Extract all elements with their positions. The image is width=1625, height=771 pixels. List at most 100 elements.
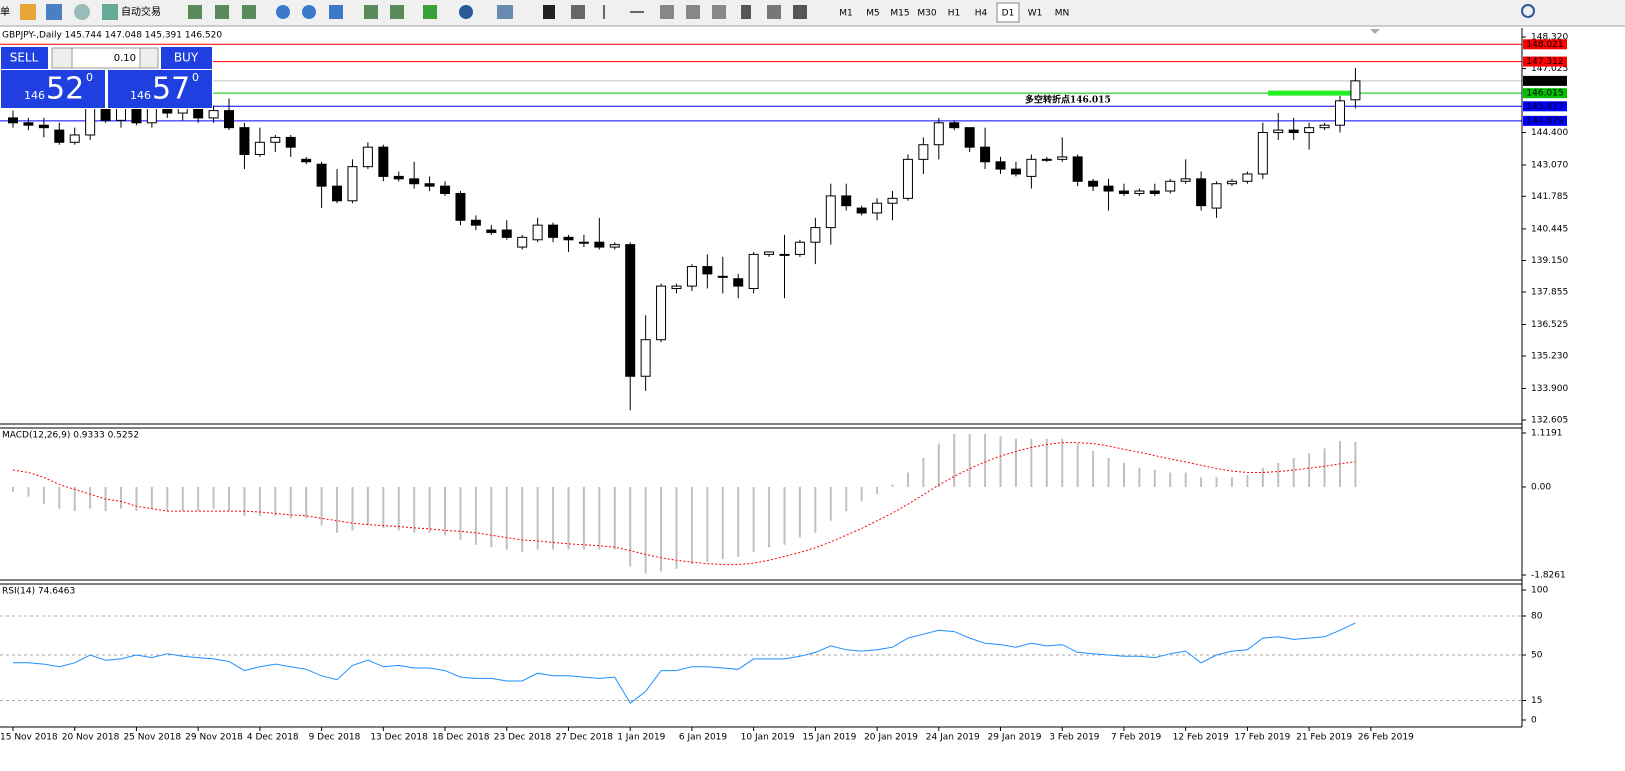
timeframe-button[interactable]: W1	[1028, 9, 1043, 19]
icon[interactable]	[686, 5, 700, 19]
candle-body	[1350, 80, 1361, 101]
buy-price-pips[interactable]: 57	[152, 72, 190, 107]
icon[interactable]	[767, 5, 781, 19]
sell-price-box[interactable]	[1, 70, 105, 108]
candle-body	[594, 241, 605, 248]
x-tick-label: 21 Feb 2019	[1296, 733, 1352, 743]
icon[interactable]	[102, 4, 118, 20]
candle-body	[301, 158, 312, 163]
icon[interactable]	[603, 5, 605, 19]
icon[interactable]	[497, 5, 513, 19]
candle-body	[455, 192, 466, 221]
lot-value[interactable]: 0.10	[114, 53, 136, 64]
timeframe-button[interactable]: D1	[1002, 9, 1015, 19]
sell-button[interactable]	[1, 47, 48, 69]
icon[interactable]	[459, 5, 473, 19]
icon[interactable]	[302, 5, 316, 19]
search-icon[interactable]	[1521, 4, 1535, 18]
candle-body	[316, 163, 327, 187]
timeframe-button[interactable]: M30	[917, 9, 936, 19]
one-click-trading: SELL 0.10 BUY 146 52 0 146 57 0	[0, 46, 213, 109]
candle-body	[1103, 185, 1114, 192]
candle-body	[1026, 158, 1037, 177]
candle-body	[918, 144, 929, 160]
x-tick-label: 20 Jan 2019	[864, 733, 918, 743]
candle-body	[424, 183, 435, 187]
x-tick-label: 12 Feb 2019	[1173, 733, 1229, 743]
icon[interactable]	[74, 4, 90, 20]
candle-body	[671, 285, 682, 290]
menu-item[interactable]: 单	[0, 6, 10, 18]
toolbar-icons	[188, 4, 1535, 19]
icon[interactable]	[660, 5, 674, 19]
y-tick-label: 148.320	[1531, 33, 1568, 43]
x-tick-label: 18 Dec 2018	[432, 733, 490, 743]
icon[interactable]	[423, 5, 437, 19]
icon[interactable]	[571, 5, 585, 19]
candle-body	[1118, 190, 1129, 194]
icon[interactable]	[188, 5, 202, 19]
icon[interactable]	[741, 5, 751, 19]
y-tick-label: 139.150	[1531, 256, 1568, 266]
level-tag	[1523, 39, 1567, 50]
sell-price-fraction[interactable]: 0	[86, 71, 93, 84]
icon[interactable]	[390, 5, 404, 19]
icon[interactable]	[364, 5, 378, 19]
timeframe-button[interactable]: H1	[948, 9, 961, 19]
sell-price-pips[interactable]: 52	[46, 72, 84, 107]
x-tick-label: 13 Dec 2018	[370, 733, 428, 743]
candle-body	[1273, 129, 1284, 134]
icon[interactable]	[543, 5, 555, 19]
icon[interactable]	[630, 11, 644, 13]
candle-body	[440, 185, 451, 194]
candle-body	[1041, 158, 1052, 161]
x-tick-label: 24 Jan 2019	[926, 733, 980, 743]
candle-body	[347, 166, 358, 202]
buy-price-fraction[interactable]: 0	[192, 71, 199, 84]
sell-label[interactable]: SELL	[10, 51, 39, 65]
autotrade-button[interactable]: 自动交易	[121, 5, 161, 18]
timeframe-button[interactable]: H4	[975, 9, 988, 19]
level-tag	[1523, 101, 1567, 112]
candle-body	[980, 146, 991, 163]
buy-price-big-figure[interactable]: 146	[130, 89, 151, 102]
level-tag-label: 145.477	[1526, 102, 1563, 112]
timeframe-button[interactable]: M15	[890, 9, 909, 19]
timeframes: M1 M5 M15 M30 H1 H4 D1 W1 MN	[839, 2, 1070, 23]
icon[interactable]	[20, 4, 36, 20]
icon[interactable]	[276, 5, 290, 19]
buy-price-box[interactable]	[108, 70, 212, 108]
candle-body	[393, 175, 404, 180]
icon[interactable]	[215, 5, 229, 19]
candle-body	[1149, 190, 1160, 194]
candle-body	[640, 339, 651, 377]
timeframe-button[interactable]: M5	[866, 9, 880, 19]
candle-body	[933, 122, 944, 146]
candle-body	[8, 117, 18, 124]
y-tick-label: 133.900	[1531, 384, 1568, 394]
icon[interactable]	[712, 5, 726, 19]
candle-body	[69, 134, 80, 143]
lot-down[interactable]	[51, 47, 73, 69]
icon[interactable]	[46, 4, 62, 20]
candle-body	[717, 275, 728, 278]
icon[interactable]	[793, 5, 807, 19]
rsi-line	[13, 622, 1356, 704]
candle-body	[254, 141, 265, 155]
lot-up[interactable]	[139, 47, 159, 69]
timeframe-button[interactable]: MN	[1055, 9, 1070, 19]
panel-header: RSI(14) 74.6463	[2, 587, 75, 597]
candle-body	[1319, 124, 1330, 129]
y-tick-label: 140.445	[1531, 224, 1568, 234]
buy-label[interactable]: BUY	[174, 51, 199, 65]
icon[interactable]	[329, 5, 343, 19]
icon[interactable]	[242, 5, 256, 19]
sell-price-big-figure[interactable]: 146	[24, 89, 45, 102]
timeframe-button[interactable]: M1	[839, 9, 853, 19]
buy-button[interactable]	[161, 47, 212, 69]
candle-body	[501, 229, 512, 238]
x-tick-label: 26 Feb 2019	[1358, 733, 1414, 743]
candle-body	[609, 244, 620, 248]
candle-body	[1165, 180, 1176, 192]
